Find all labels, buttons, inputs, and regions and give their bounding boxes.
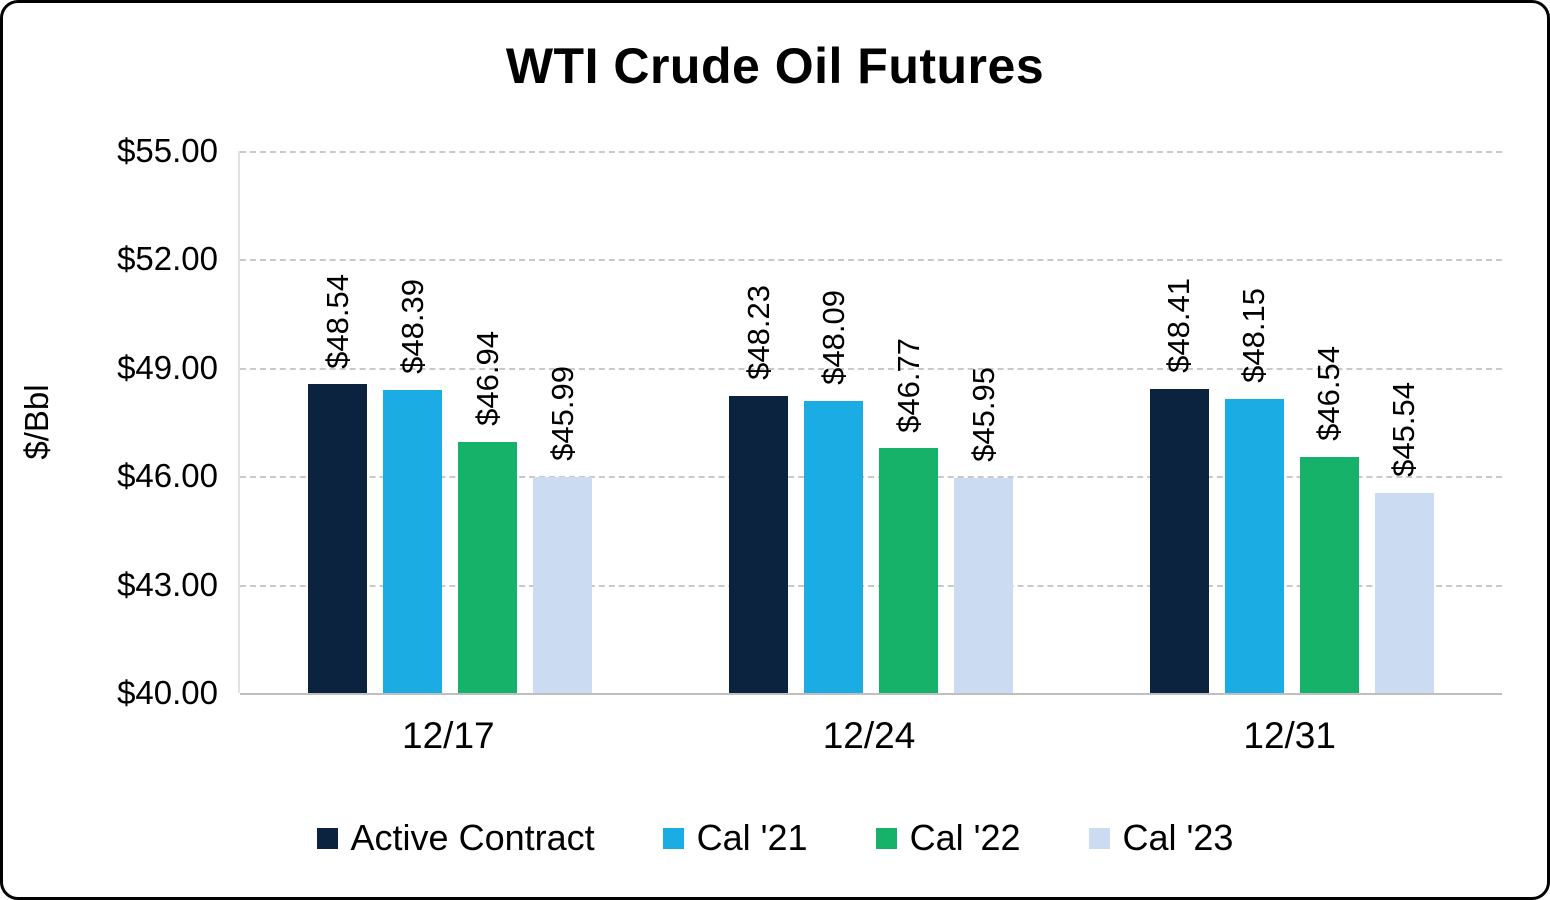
bar-value-label: $46.77 — [890, 337, 926, 433]
gridline — [240, 476, 1502, 479]
y-tick-label: $43.00 — [117, 565, 218, 603]
y-tick-label: $46.00 — [117, 457, 218, 495]
bar-group-12-17: $48.54 $48.39 $46.94 $45.99 — [240, 151, 661, 693]
x-axis-label: 12/31 — [1243, 715, 1336, 756]
bar — [954, 478, 1013, 693]
bar — [383, 389, 443, 693]
y-tick-label: $52.00 — [117, 240, 218, 278]
bar-value-label: $48.54 — [319, 273, 355, 369]
legend-label: Cal '21 — [696, 817, 808, 858]
bar — [1149, 389, 1209, 693]
bar-value-label: $48.15 — [1236, 287, 1272, 383]
bar-slot: $48.09 — [804, 151, 863, 693]
legend-swatch — [316, 827, 338, 849]
gridline — [240, 584, 1502, 587]
gridline — [240, 693, 1502, 695]
bar-value-label: $45.54 — [1386, 382, 1422, 477]
bar-slot: $48.15 — [1224, 151, 1284, 693]
gridlines — [240, 151, 1502, 695]
bar — [533, 476, 593, 693]
bar-slot: $48.41 — [1149, 151, 1209, 693]
bar — [879, 448, 938, 693]
legend-swatch — [1088, 827, 1110, 849]
y-tick-label: $40.00 — [117, 674, 218, 711]
bar-value-label: $45.95 — [965, 367, 1001, 463]
bar — [804, 400, 863, 693]
bar-slot: $45.95 — [954, 151, 1013, 693]
y-tick-labels: $55.00 $52.00 $49.00 $46.00 $43.00 $40.00 — [43, 132, 218, 711]
gridline — [240, 151, 1502, 153]
bar — [729, 395, 788, 693]
bar-slot: $46.77 — [879, 151, 938, 693]
y-tick-label: $49.00 — [117, 348, 218, 386]
legend-swatch — [875, 827, 897, 849]
x-axis-label: 12/17 — [402, 715, 495, 756]
bar-group-12-24: $48.23 $48.09 $46.77 $45.95 — [661, 151, 1082, 693]
legend-item: Cal '23 — [1088, 817, 1234, 859]
bar-slot: $48.54 — [308, 151, 368, 693]
x-axis-label: 12/24 — [822, 715, 916, 756]
bar — [458, 442, 518, 693]
bar-value-label: $48.39 — [394, 279, 430, 374]
bar-value-label: $46.54 — [1311, 345, 1347, 441]
bar-groups: $48.54 $48.39 $46.94 $45.99 $48.23 $48.09 $46.… — [240, 151, 1502, 693]
bar-value-label: $48.41 — [1161, 278, 1197, 374]
legend-swatch — [662, 827, 684, 849]
bar-group-12-31: $48.41 $48.15 $46.54 $45.54 — [1081, 151, 1502, 693]
legend-item: Cal '22 — [875, 817, 1021, 859]
bar-slot: $48.39 — [383, 151, 443, 693]
legend-label: Cal '23 — [1122, 817, 1234, 858]
x-axis-labels: 12/17 12/24 12/31 — [238, 715, 1500, 757]
gridline — [240, 259, 1502, 262]
bar-value-label: $48.09 — [815, 289, 851, 385]
bar — [1374, 492, 1434, 693]
legend-item: Cal '21 — [662, 817, 808, 859]
bar-slot: $46.54 — [1299, 151, 1359, 693]
gridline — [240, 367, 1502, 370]
bar-slot: $46.94 — [458, 151, 518, 693]
bar-slot: $45.54 — [1374, 151, 1434, 693]
bar-slot: $45.99 — [533, 151, 593, 693]
bar — [308, 384, 368, 693]
bar — [1299, 456, 1359, 693]
bar — [1224, 398, 1284, 693]
legend-item: Active Contract — [316, 817, 595, 859]
bar-slot: $48.23 — [729, 151, 788, 693]
legend-label: Cal '22 — [909, 817, 1021, 858]
legend-label: Active Contract — [350, 817, 595, 858]
legend: Active Contract Cal '21 Cal '22 Cal '23 — [3, 817, 1547, 859]
bar-value-label: $48.23 — [740, 284, 776, 380]
chart-title: WTI Crude Oil Futures — [505, 38, 1045, 94]
bar-value-label: $45.99 — [544, 365, 580, 461]
plot-area: $48.54 $48.39 $46.94 $45.99 $48.23 $48.09 $46.… — [238, 151, 1502, 695]
y-tick-label: $55.00 — [117, 132, 218, 169]
bar-value-label: $46.94 — [469, 331, 505, 427]
